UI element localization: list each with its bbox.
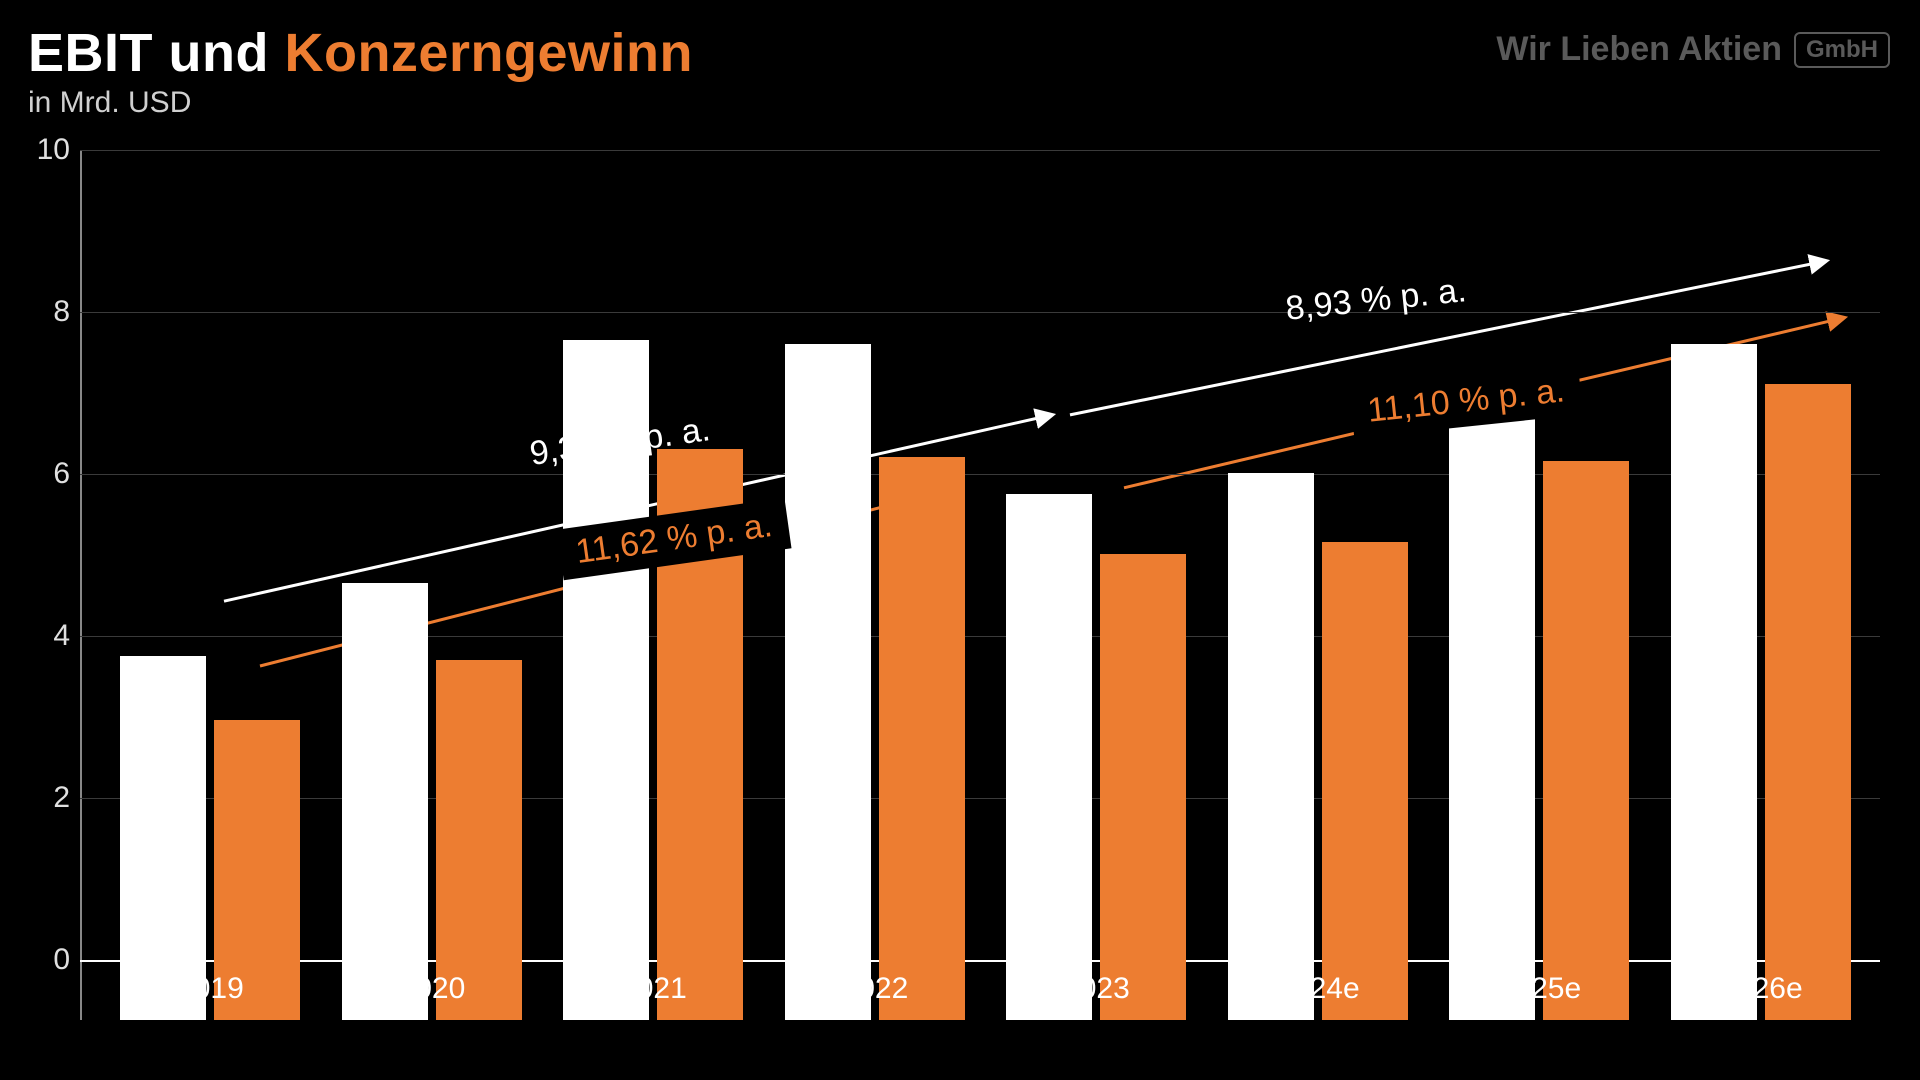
- bar-ebit: [1671, 344, 1757, 1020]
- chart-title: EBIT und Konzerngewinn: [28, 22, 693, 84]
- brand-logo: Wir Lieben Aktien GmbH: [1496, 30, 1890, 69]
- x-tick-label: 2021: [620, 972, 687, 1006]
- x-tick-label: 2024e: [1276, 972, 1359, 1006]
- y-tick-label: 10: [30, 133, 70, 167]
- title-part2: Konzerngewinn: [284, 23, 693, 83]
- y-tick-label: 2: [30, 781, 70, 815]
- x-tick-label: 2019: [177, 972, 244, 1006]
- y-tick-label: 4: [30, 619, 70, 653]
- bar-chart: 0246810201920202021202220232024e2025e202…: [80, 150, 1880, 1020]
- chart-header: EBIT und Konzerngewinn in Mrd. USD: [28, 22, 693, 120]
- bar-konzerngewinn: [1765, 384, 1851, 1020]
- bar-konzerngewinn: [1543, 461, 1629, 1020]
- bar-ebit: [1006, 494, 1092, 1021]
- bar-konzerngewinn: [879, 457, 965, 1020]
- bar-ebit: [120, 656, 206, 1021]
- x-tick-label: 2020: [399, 972, 466, 1006]
- gridline: [80, 150, 1880, 151]
- bar-konzerngewinn: [1100, 554, 1186, 1020]
- y-axis-line: [80, 150, 82, 1020]
- bar-konzerngewinn: [1322, 542, 1408, 1020]
- growth-annotation: 8,93 % p. a.: [1284, 271, 1469, 329]
- x-tick-label: 2023: [1063, 972, 1130, 1006]
- y-tick-label: 8: [30, 295, 70, 329]
- bar-ebit: [342, 583, 428, 1020]
- chart-subtitle: in Mrd. USD: [28, 86, 693, 120]
- bar-konzerngewinn: [436, 660, 522, 1020]
- title-part1: EBIT und: [28, 23, 284, 83]
- x-tick-label: 2025e: [1498, 972, 1581, 1006]
- brand-text: Wir Lieben Aktien: [1496, 30, 1782, 69]
- x-tick-label: 2026e: [1719, 972, 1802, 1006]
- y-tick-label: 0: [30, 943, 70, 977]
- bar-ebit: [785, 344, 871, 1020]
- brand-box: GmbH: [1794, 32, 1890, 68]
- bar-ebit: [1228, 473, 1314, 1020]
- bar-ebit: [1449, 408, 1535, 1020]
- x-tick-label: 2022: [842, 972, 909, 1006]
- gridline: [80, 312, 1880, 313]
- y-tick-label: 6: [30, 457, 70, 491]
